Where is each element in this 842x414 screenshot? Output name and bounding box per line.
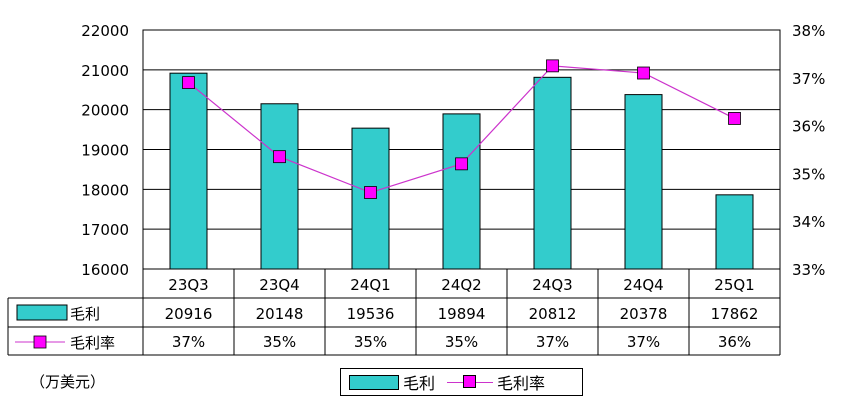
- y-tick-label: 22000: [81, 22, 129, 40]
- line-marker: [182, 76, 195, 89]
- y2-tick-label: 35%: [792, 165, 825, 183]
- legend-bar-label: 毛利: [403, 374, 436, 393]
- legend-bar-swatch: [349, 374, 399, 390]
- legend-line-swatch: [447, 374, 494, 390]
- rate-value-label: 37%: [172, 333, 205, 351]
- bar: [169, 72, 208, 270]
- category-label: 24Q1: [350, 276, 390, 294]
- bar: [260, 103, 299, 270]
- legend-line-marker: [463, 375, 477, 388]
- bar: [624, 94, 663, 270]
- bar-value-label: 17862: [711, 305, 759, 323]
- bar: [442, 113, 481, 270]
- category-label: 23Q3: [168, 276, 208, 294]
- bar: [715, 194, 754, 270]
- rate-value-label: 36%: [718, 333, 751, 351]
- rate-value-label: 35%: [354, 333, 387, 351]
- category-label: 25Q1: [714, 276, 754, 294]
- line-marker: [637, 66, 650, 80]
- legend: 毛利 毛利率: [340, 368, 583, 396]
- line-marker: [364, 186, 377, 199]
- bar-value-label: 20916: [165, 305, 213, 323]
- table-row-header-bar: 毛利: [70, 305, 100, 323]
- category-label: 24Q3: [532, 276, 572, 294]
- table-bar-key: [16, 304, 68, 321]
- line-marker: [273, 150, 286, 164]
- unit-note: （万美元）: [30, 373, 106, 391]
- y2-tick-label: 37%: [792, 70, 825, 88]
- y-tick-label: 20000: [81, 102, 129, 120]
- category-label: 23Q4: [259, 276, 299, 294]
- line-marker: [546, 59, 559, 73]
- bar-value-label: 20812: [529, 305, 577, 323]
- y-tick-label: 17000: [81, 221, 129, 239]
- y-tick-label: 19000: [81, 142, 129, 160]
- line-marker: [728, 112, 741, 125]
- bar-value-label: 19894: [438, 305, 486, 323]
- table-row-header-line: 毛利率: [70, 334, 115, 352]
- category-label: 24Q4: [623, 276, 663, 294]
- y-tick-label: 21000: [81, 62, 129, 80]
- legend-line-label: 毛利率: [497, 374, 546, 393]
- bar: [533, 76, 572, 270]
- bar-value-label: 19536: [347, 305, 395, 323]
- y2-tick-label: 33%: [792, 261, 825, 279]
- category-label: 24Q2: [441, 276, 481, 294]
- table-line-key-marker: [33, 335, 47, 349]
- rate-value-label: 35%: [445, 333, 478, 351]
- bar-value-label: 20378: [620, 305, 668, 323]
- bar-value-label: 20148: [256, 305, 304, 323]
- rate-value-label: 37%: [536, 333, 569, 351]
- y2-tick-label: 38%: [792, 22, 825, 40]
- y2-tick-label: 34%: [792, 213, 825, 231]
- y-tick-label: 16000: [81, 261, 129, 279]
- y-tick-label: 18000: [81, 181, 129, 199]
- line-marker: [455, 157, 468, 171]
- y2-tick-label: 36%: [792, 118, 825, 136]
- rate-value-label: 35%: [263, 333, 296, 351]
- rate-value-label: 37%: [627, 333, 660, 351]
